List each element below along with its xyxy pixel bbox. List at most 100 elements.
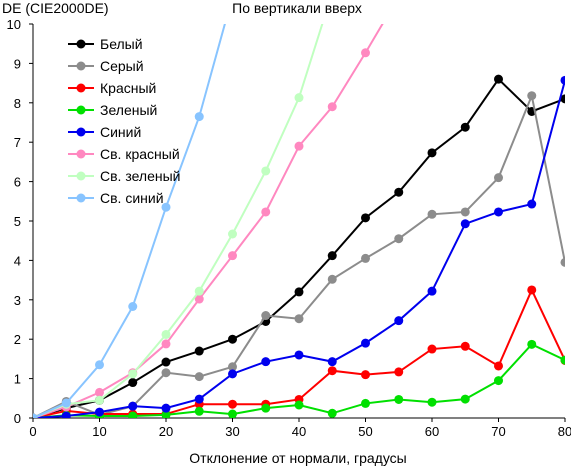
data-point	[294, 287, 304, 297]
legend-swatch-marker	[76, 39, 86, 49]
x-tick-label: 80	[558, 424, 571, 439]
data-point	[327, 357, 337, 367]
legend-swatch-marker	[76, 149, 86, 159]
data-point	[228, 251, 237, 261]
series-line	[33, 24, 324, 418]
data-point	[560, 355, 565, 365]
data-point	[128, 301, 138, 311]
data-point	[361, 338, 370, 348]
data-point	[95, 360, 104, 370]
legend: Белый Серый Красный Зеленый Синий Св. красный…	[68, 36, 180, 206]
data-point	[261, 166, 271, 176]
data-point	[327, 408, 337, 418]
data-point	[261, 403, 271, 413]
data-point	[427, 344, 437, 354]
data-point	[394, 394, 404, 404]
legend-label: Белый	[100, 36, 143, 52]
data-point	[460, 219, 470, 229]
data-point	[161, 368, 171, 378]
data-point	[494, 207, 503, 217]
data-point	[294, 400, 304, 410]
data-point	[95, 387, 104, 397]
data-point	[194, 406, 204, 416]
legend-swatch-marker	[76, 171, 86, 181]
data-point	[228, 334, 237, 344]
data-point	[527, 91, 537, 101]
data-point	[194, 294, 204, 304]
data-point	[161, 403, 171, 413]
legend-label: Серый	[100, 58, 144, 74]
data-point	[161, 357, 171, 367]
data-point	[261, 207, 271, 217]
x-axis-title: Отклонение от нормали, градусы	[189, 450, 406, 466]
y-tick-label: 5	[14, 214, 21, 229]
y-tick-label: 7	[14, 135, 21, 150]
x-tick-label: 60	[425, 424, 439, 439]
legend-label: Зеленый	[100, 102, 157, 118]
data-point	[394, 367, 404, 377]
data-point	[327, 366, 337, 376]
data-point	[128, 378, 138, 388]
data-point	[527, 199, 537, 209]
data-point	[494, 376, 503, 386]
legend-label: Св. красный	[100, 146, 180, 162]
y-tick-label: 1	[14, 372, 21, 387]
x-tick-label: 0	[29, 424, 36, 439]
data-point	[294, 314, 304, 324]
data-point	[361, 370, 370, 380]
x-tick-label: 10	[92, 424, 106, 439]
x-tick-label: 40	[292, 424, 306, 439]
data-point	[228, 399, 237, 409]
series-line	[33, 24, 384, 418]
legend-label: Синий	[100, 124, 141, 140]
data-point	[228, 369, 237, 379]
data-point	[161, 202, 171, 212]
data-point	[494, 173, 503, 183]
x-tick-label: 20	[159, 424, 173, 439]
data-point	[261, 357, 271, 367]
data-point	[361, 48, 370, 58]
x-tick-label: 50	[358, 424, 372, 439]
axes: 0 10 20 30 40 50 60 70 80 0 1 2 3 4 5 6 7 8 9 10	[7, 17, 571, 439]
data-point	[228, 362, 237, 372]
chart-title: По вертикали вверх	[232, 0, 362, 16]
data-point	[128, 401, 138, 411]
data-point	[261, 311, 271, 321]
y-tick-label: 3	[14, 293, 21, 308]
data-point	[128, 369, 138, 379]
data-point	[128, 411, 138, 418]
data-point	[294, 93, 304, 103]
data-point	[460, 207, 470, 217]
legend-swatch-marker	[76, 83, 86, 93]
data-point	[427, 148, 437, 158]
legend-swatch-marker	[76, 105, 86, 115]
data-point	[194, 394, 204, 404]
data-point	[460, 122, 470, 132]
y-tick-label: 6	[14, 175, 21, 190]
legend-label: Св. зеленый	[100, 168, 180, 184]
y-tick-label: 0	[14, 411, 21, 426]
data-point	[161, 329, 171, 339]
y-tick-label: 10	[7, 17, 21, 32]
y-tick-label: 4	[14, 253, 21, 268]
y-tick-label: 8	[14, 96, 21, 111]
legend-label: Св. синий	[100, 190, 164, 206]
data-point	[194, 112, 204, 122]
data-point	[327, 102, 337, 112]
legend-swatch-marker	[76, 127, 86, 137]
data-point	[494, 361, 503, 371]
legend-label: Красный	[100, 80, 156, 96]
x-tick-label: 70	[491, 424, 505, 439]
data-point	[494, 74, 503, 84]
data-point	[527, 339, 537, 349]
legend-swatch-marker	[76, 193, 86, 203]
data-point	[394, 316, 404, 326]
data-point	[194, 286, 204, 296]
data-point	[460, 394, 470, 404]
legend-swatch-marker	[76, 61, 86, 71]
data-point	[361, 398, 370, 408]
data-point	[460, 341, 470, 351]
data-point	[427, 397, 437, 407]
data-point	[361, 253, 370, 263]
data-point	[327, 251, 337, 261]
